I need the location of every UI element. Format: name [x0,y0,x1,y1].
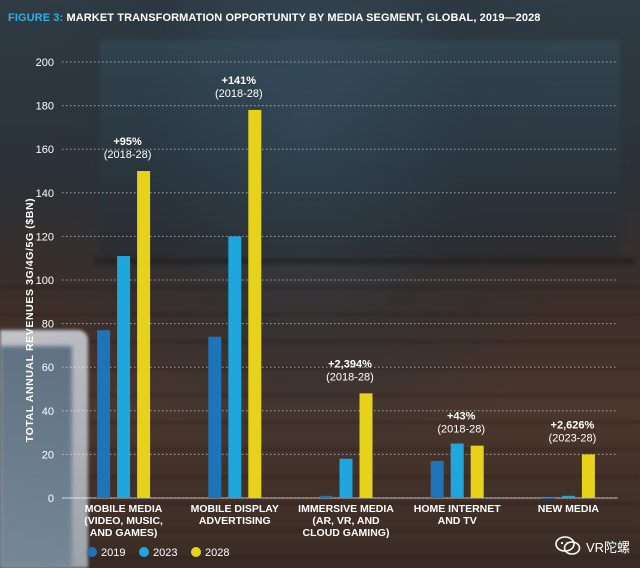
y-tick-label: 60 [42,362,54,374]
bar-2023 [117,256,131,498]
bar-2028 [470,445,484,498]
category-label: ADVERTISING [199,515,271,527]
figure-title: FIGURE 3: MARKET TRANSFORMATION OPPORTUN… [8,12,541,24]
annotation-label: +95% [113,136,142,148]
bar-2023 [450,443,464,498]
category-label: (VIDEO, MUSIC, [84,515,163,527]
y-tick-label: 160 [36,144,54,156]
category-label: AND TV [438,515,477,527]
legend-swatch-2019 [87,547,97,557]
bar-2023 [339,458,353,498]
y-tick-label: 120 [36,231,54,243]
legend-swatch-2023 [139,547,149,557]
wechat-icon [555,536,581,555]
y-tick-label: 40 [42,406,54,418]
category-label: CLOUD GAMING) [303,527,390,539]
bar-2028 [248,109,262,499]
category-label: IMMERSIVE MEDIA [298,503,394,515]
y-tick-label: 180 [36,101,54,113]
category-label: MOBILE DISPLAY [191,503,279,515]
y-tick-label: 20 [42,449,54,461]
y-tick-label: 100 [36,275,54,287]
watermark: VR陀螺 [555,536,630,556]
annotation-label: +2,626% [551,419,595,431]
bar-2019 [97,330,111,498]
bar-2028 [581,454,595,498]
background-tv-screen [100,40,620,255]
category-label: NEW MEDIA [538,503,600,515]
bar-2028 [359,393,373,498]
figure-number: FIGURE 3: [8,12,64,24]
category-label: (AR, VR, AND [312,515,380,527]
y-tick-label: 80 [42,319,54,331]
y-tick-label: 200 [36,57,54,69]
watermark-text: VR陀螺 [585,539,630,555]
legend-swatch-2028 [191,547,201,557]
bar-2019 [430,460,444,498]
annotation-label: +141% [222,75,257,87]
bar-2028 [137,171,151,498]
annotation-label: (2018-28) [326,371,374,383]
annotation-label: (2023-28) [549,432,597,444]
annotation-label: +2,394% [328,358,372,370]
y-axis-label: TOTAL ANNUAL REVENUES 3G/4G/5G ($BN) [24,198,36,442]
y-tick-label: 140 [36,188,54,200]
bar-2023 [228,236,242,498]
y-tick-label: 0 [48,493,54,505]
bar-2023 [561,495,575,498]
bar-2019 [319,495,333,498]
category-label: MOBILE MEDIA [85,503,163,515]
legend-label: 2019 [101,547,125,559]
category-label: HOME INTERNET [414,503,502,515]
category-label: AND GAMES) [90,527,158,539]
annotation-label: +43% [447,411,476,423]
background-tv-edge [95,258,635,264]
figure-title-text: MARKET TRANSFORMATION OPPORTUNITY BY MED… [66,12,541,24]
background-tablet-screen [0,346,72,568]
bar-2019 [541,498,555,499]
bar-2019 [208,336,222,498]
annotation-label: (2018-28) [437,424,485,436]
legend-label: 2023 [153,547,177,559]
annotation-label: (2018-28) [104,149,152,161]
legend-label: 2028 [205,547,229,559]
annotation-label: (2018-28) [215,88,263,100]
